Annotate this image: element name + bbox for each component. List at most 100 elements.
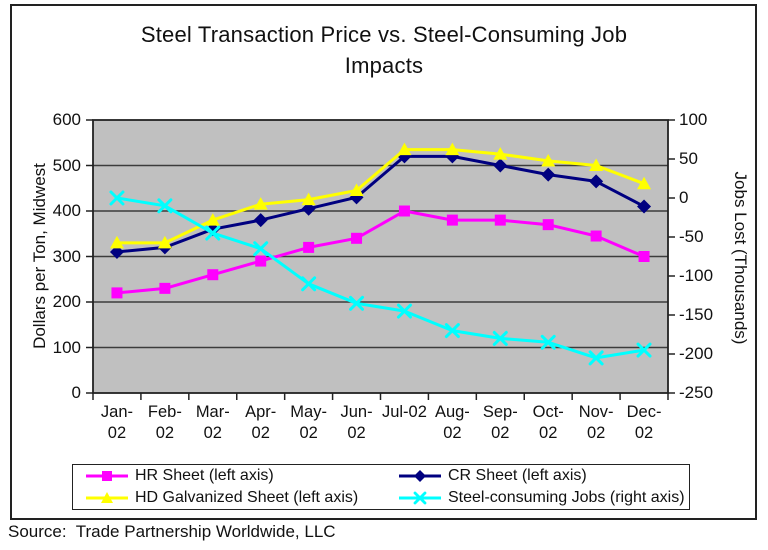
x-marker-stroke — [301, 276, 317, 292]
series-marker-hr-sheet-left-axis — [303, 241, 315, 253]
series-marker-steel-consuming-jobs-right-axis — [492, 330, 508, 346]
series-marker-hr-sheet-left-axis — [590, 230, 602, 242]
plot-border — [92, 119, 669, 394]
series-marker-steel-consuming-jobs-right-axis — [157, 198, 173, 214]
series-line-cr-sheet-left-axis — [116, 154, 645, 254]
x-axis-label: Mar- 02 — [195, 403, 230, 442]
legend-swatch — [399, 491, 441, 505]
series-marker-steel-consuming-jobs-right-axis — [301, 276, 317, 292]
series-marker-hd-galvanized-sheet-left-axis — [445, 142, 460, 156]
series-marker-cr-sheet-left-axis — [301, 201, 316, 216]
x-marker-stroke — [205, 225, 221, 241]
series-marker-cr-sheet-left-axis — [109, 244, 124, 259]
x-marker-stroke — [157, 198, 173, 214]
x-axis-label: Jul-02 — [381, 403, 427, 421]
legend-label: HR Sheet (left axis) — [135, 467, 274, 484]
series-marker-hr-sheet-left-axis — [207, 269, 219, 281]
x-axis-label: Feb- 02 — [147, 403, 182, 442]
x-marker-stroke — [253, 241, 269, 257]
series-marker-steel-consuming-jobs-right-axis — [205, 225, 221, 241]
x-axis-label: Aug- 02 — [434, 403, 470, 442]
x-marker-stroke — [588, 350, 604, 366]
legend-label: CR Sheet (left axis) — [448, 467, 587, 484]
series-marker-hd-galvanized-sheet-left-axis — [109, 235, 124, 249]
right-tick-label: -100 — [679, 266, 714, 285]
legend-item: CR Sheet (left axis) — [398, 466, 689, 487]
series-line-hr-sheet-left-axis — [116, 209, 645, 295]
series-marker-hd-galvanized-sheet-left-axis — [157, 235, 172, 249]
right-axis-title: Jobs Lost (Thousands) — [731, 171, 750, 345]
x-marker-stroke — [396, 303, 412, 319]
left-tick-label: 600 — [52, 110, 81, 129]
series-marker-cr-sheet-left-axis — [637, 199, 652, 214]
series-marker-steel-consuming-jobs-right-axis — [444, 323, 460, 339]
x-marker-stroke — [636, 342, 652, 358]
legend-marker — [413, 491, 427, 505]
right-tick-label: 50 — [679, 149, 698, 168]
series-marker-hd-galvanized-sheet-left-axis — [541, 153, 556, 167]
series-marker-hr-sheet-left-axis — [111, 287, 123, 299]
left-tick-label: 500 — [52, 155, 81, 175]
series-marker-hr-sheet-left-axis — [159, 282, 171, 294]
series-marker-hr-sheet-left-axis — [398, 205, 410, 217]
legend-marker — [414, 470, 426, 482]
left-tick-label: 0 — [71, 383, 81, 402]
series-marker-hd-galvanized-sheet-left-axis — [589, 158, 604, 171]
legend-item: HR Sheet (left axis) — [85, 466, 398, 487]
series-marker-hd-galvanized-sheet-left-axis — [637, 176, 652, 190]
series-marker-hr-sheet-left-axis — [255, 255, 267, 267]
right-tick-label: -50 — [679, 227, 704, 246]
series-marker-steel-consuming-jobs-right-axis — [109, 190, 125, 206]
left-tick-label: 100 — [52, 337, 81, 357]
x-axis-label: Jan- 02 — [100, 403, 133, 442]
x-marker-stroke — [349, 295, 365, 311]
left-tick-label: 400 — [52, 201, 81, 220]
left-tick-label: 300 — [52, 246, 81, 266]
series-marker-hd-galvanized-sheet-left-axis — [493, 147, 508, 160]
series-marker-steel-consuming-jobs-right-axis — [253, 241, 269, 257]
series-marker-hd-galvanized-sheet-left-axis — [349, 183, 364, 197]
x-marker-stroke — [109, 190, 125, 206]
series-marker-hr-sheet-left-axis — [351, 232, 363, 244]
legend-swatch — [86, 471, 128, 481]
right-tick-label: 0 — [679, 188, 689, 207]
legend-swatch — [86, 492, 128, 503]
x-marker-stroke — [444, 323, 460, 339]
legend-marker — [102, 471, 112, 481]
chart-title: Steel Transaction Price vs. Steel-Consum… — [140, 22, 628, 78]
series-marker-hd-galvanized-sheet-left-axis — [301, 192, 316, 206]
series-marker-hr-sheet-left-axis — [542, 219, 554, 231]
series-line-steel-consuming-jobs-right-axis — [116, 196, 645, 360]
x-axis-label: Nov- 02 — [578, 403, 614, 442]
legend-label: HD Galvanized Sheet (left axis) — [135, 489, 359, 506]
x-marker-stroke — [540, 334, 556, 350]
legend-label: Steel-consuming Jobs (right axis) — [448, 489, 685, 506]
x-axis-label: Apr- 02 — [245, 403, 277, 442]
left-tick-label: 200 — [52, 292, 81, 311]
series-marker-steel-consuming-jobs-right-axis — [349, 295, 365, 311]
series-marker-cr-sheet-left-axis — [589, 174, 604, 189]
series-marker-steel-consuming-jobs-right-axis — [540, 334, 556, 350]
legend-swatch — [399, 470, 441, 482]
series-marker-hr-sheet-left-axis — [494, 214, 506, 226]
x-axis-label: Oct- 02 — [532, 403, 564, 442]
series-marker-steel-consuming-jobs-right-axis — [636, 342, 652, 358]
source-note: Source: Trade Partnership Worldwide, LLC — [8, 522, 336, 541]
right-tick-label: 100 — [679, 110, 708, 129]
x-axis-label: Sep- 02 — [482, 403, 518, 442]
series-line-hd-galvanized-sheet-left-axis — [117, 148, 645, 245]
legend-item: HD Galvanized Sheet (left axis) — [85, 488, 398, 509]
x-marker-stroke — [492, 330, 508, 346]
series-marker-steel-consuming-jobs-right-axis — [396, 303, 412, 319]
right-tick-label: -200 — [679, 344, 714, 363]
series-marker-hr-sheet-left-axis — [638, 251, 650, 262]
series-marker-steel-consuming-jobs-right-axis — [588, 350, 604, 366]
series-marker-hd-galvanized-sheet-left-axis — [205, 213, 220, 226]
series-marker-cr-sheet-left-axis — [541, 167, 556, 182]
right-tick-label: -250 — [679, 383, 714, 402]
x-axis-label: May- 02 — [290, 403, 327, 442]
legend-item: Steel-consuming Jobs (right axis) — [398, 488, 689, 509]
series-marker-hr-sheet-left-axis — [446, 214, 458, 226]
right-tick-label: -150 — [679, 305, 714, 324]
